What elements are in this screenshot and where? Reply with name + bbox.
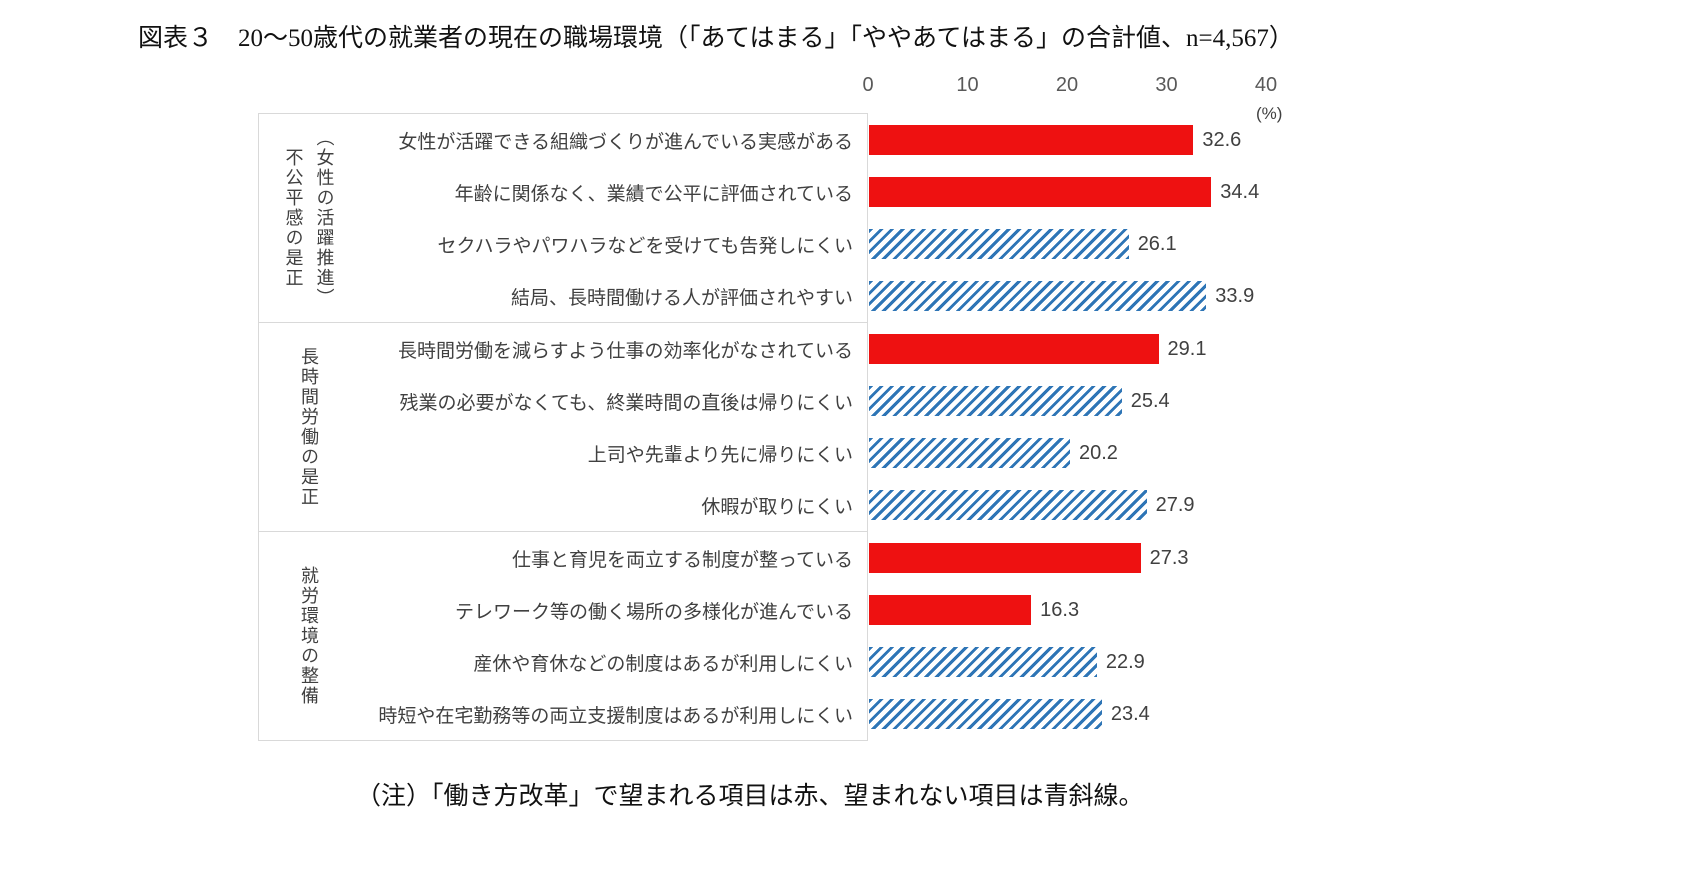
item-label: 休暇が取りにくい bbox=[701, 496, 853, 518]
bar-desired-red bbox=[869, 334, 1159, 364]
bar-row: 27.3 bbox=[869, 532, 1259, 584]
value-label: 27.9 bbox=[1155, 493, 1195, 516]
group-label-line: 長時間労働の是正 bbox=[299, 347, 319, 507]
group-label-line: 就労環境の整備 bbox=[299, 566, 319, 706]
x-axis: 0 10 20 30 40 bbox=[862, 74, 1277, 100]
chart-title: 図表３ 20～50歳代の就業者の現在の職場環境（「あてはまる」「ややあてはまる」… bbox=[138, 25, 1294, 52]
bar-row: 33.9 bbox=[869, 270, 1259, 322]
value-label: 25.4 bbox=[1130, 389, 1170, 412]
x-axis-tick: 30 bbox=[1155, 74, 1178, 96]
group-label-line: （女性の活躍推進） bbox=[314, 128, 335, 308]
item-label: セクハラやパワハラなどを受けても告発しにくい bbox=[437, 235, 853, 257]
bar-not-desired-hatched bbox=[869, 229, 1129, 259]
item-label: 年齢に関係なく、業績で公平に評価されている bbox=[454, 183, 853, 205]
item-label: 女性が活躍できる組織づくりが進んでいる実感がある bbox=[398, 131, 853, 153]
item-label: 仕事と育児を両立する制度が整っている bbox=[511, 549, 853, 571]
value-label: 22.9 bbox=[1105, 650, 1145, 673]
bars-area: 32.6 34.4 26.1 33.9 29.1 25.4 20.2 27.9 27.3 16.3… bbox=[869, 114, 1259, 740]
value-label: 20.2 bbox=[1078, 441, 1118, 464]
bar-not-desired-hatched bbox=[869, 699, 1102, 729]
value-label: 26.1 bbox=[1137, 232, 1177, 255]
category-panel: 不公平感の是正 （女性の活躍推進） 女性が活躍できる組織づくりが進んでいる実感がある… bbox=[258, 113, 868, 741]
x-axis-tick: 40 bbox=[1254, 74, 1278, 96]
x-axis-tick: 10 bbox=[956, 74, 979, 96]
unit-label: (%) bbox=[1256, 104, 1283, 123]
bar-row: 20.2 bbox=[869, 427, 1259, 479]
value-label: 29.1 bbox=[1167, 337, 1207, 360]
group-label: 不公平感の是正 （女性の活躍推進） bbox=[259, 114, 359, 322]
item-label: 産休や育休などの制度はあるが利用しにくい bbox=[473, 653, 853, 675]
bars-group: 27.3 16.3 22.9 23.4 bbox=[869, 531, 1259, 740]
category-group: 不公平感の是正 （女性の活躍推進） 女性が活躍できる組織づくりが進んでいる実感がある… bbox=[259, 114, 867, 322]
category-group: 就労環境の整備 仕事と育児を両立する制度が整っているテレワーク等の働く場所の多様化… bbox=[259, 531, 867, 740]
item-label: 結局、長時間働ける人が評価されやすい bbox=[510, 287, 853, 309]
bar-not-desired-hatched bbox=[869, 438, 1070, 468]
bar-row: 32.6 bbox=[869, 114, 1259, 166]
bar-not-desired-hatched bbox=[869, 281, 1207, 311]
x-axis-tick: 20 bbox=[1055, 74, 1079, 96]
group-label: 長時間労働の是正 bbox=[259, 323, 359, 531]
bar-desired-red bbox=[869, 543, 1141, 573]
bars-group: 32.6 34.4 26.1 33.9 bbox=[869, 114, 1259, 322]
value-label: 33.9 bbox=[1215, 284, 1255, 307]
bars-group: 29.1 25.4 20.2 27.9 bbox=[869, 322, 1259, 531]
value-label: 34.4 bbox=[1220, 180, 1260, 203]
item-label: 長時間労働を減らすよう仕事の効率化がなされている bbox=[397, 340, 853, 362]
value-label: 27.3 bbox=[1149, 546, 1189, 569]
item-label: テレワーク等の働く場所の多様化が進んでいる bbox=[454, 601, 853, 623]
bar-not-desired-hatched bbox=[869, 386, 1122, 416]
bar-row: 25.4 bbox=[869, 375, 1259, 427]
group-label: 就労環境の整備 bbox=[259, 532, 359, 740]
x-axis-tick: 0 bbox=[862, 74, 874, 96]
item-label: 残業の必要がなくても、終業時間の直後は帰りにくい bbox=[399, 392, 853, 414]
bar-row: 34.4 bbox=[869, 166, 1259, 218]
bar-row: 22.9 bbox=[869, 636, 1259, 688]
item-label: 上司や先輩より先に帰りにくい bbox=[587, 444, 853, 466]
bar-row: 29.1 bbox=[869, 323, 1259, 375]
group-label-line: 不公平感の是正 bbox=[283, 148, 304, 288]
bar-not-desired-hatched bbox=[869, 647, 1097, 677]
bar-row: 27.9 bbox=[869, 479, 1259, 531]
item-label: 時短や在宅勤務等の両立支援制度はあるが利用しにくい bbox=[378, 705, 853, 727]
bar-desired-red bbox=[869, 125, 1194, 155]
value-label: 23.4 bbox=[1110, 702, 1150, 725]
footnote: （注）「働き方改革」で望まれる項目は赤、望まれない項目は青斜線。 bbox=[356, 783, 1144, 810]
bar-not-desired-hatched bbox=[869, 490, 1147, 520]
bar-row: 16.3 bbox=[869, 584, 1259, 636]
bar-desired-red bbox=[869, 177, 1212, 207]
bar-row: 26.1 bbox=[869, 218, 1259, 270]
bar-row: 23.4 bbox=[869, 688, 1259, 740]
value-label: 32.6 bbox=[1202, 128, 1242, 151]
value-label: 16.3 bbox=[1040, 598, 1080, 621]
category-group: 長時間労働の是正 長時間労働を減らすよう仕事の効率化がなされている 残業の必要がなく… bbox=[259, 322, 867, 531]
bar-desired-red bbox=[869, 595, 1032, 625]
